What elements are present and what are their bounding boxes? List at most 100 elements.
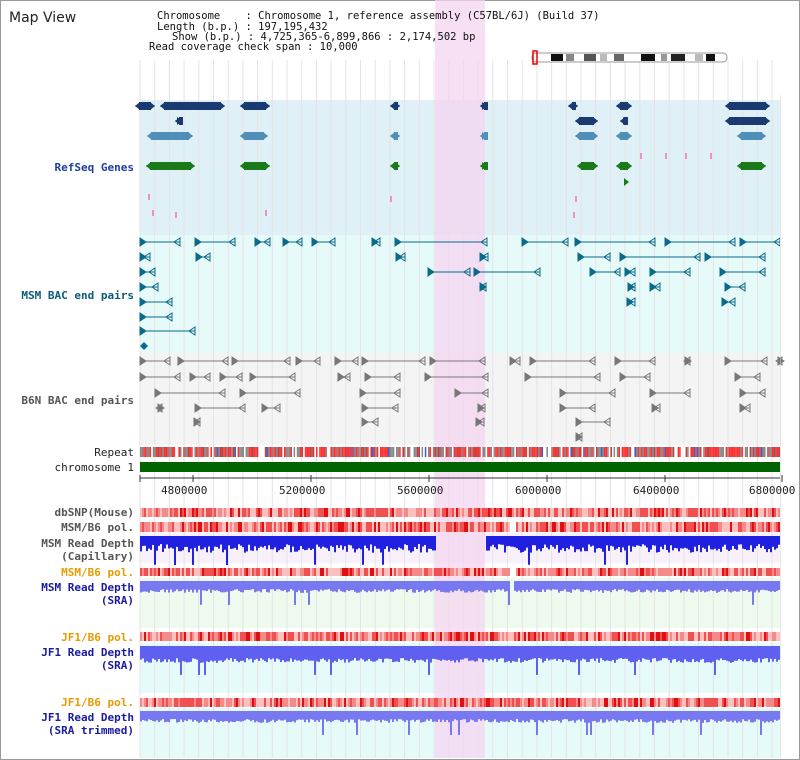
depth-bar [558,581,560,593]
depth-bar [360,536,362,550]
pol-band [214,508,216,517]
pol-band [310,632,312,641]
depth-bar [358,536,360,549]
repeat-mark [336,447,339,457]
pol-band [694,522,696,532]
depth-bar [240,646,242,661]
depth-bar [312,536,314,549]
pol-band [606,698,608,707]
repeat-mark [660,447,662,457]
depth-bar [242,646,244,661]
track-label-jf1-depth-sra[interactable]: JF1 Read Depth [41,646,134,659]
pol-band [344,568,346,576]
pol-band [700,698,702,707]
pol-band [288,632,290,641]
depth-bar [388,536,390,552]
pol-band [618,508,620,517]
pol-band [570,698,572,707]
depth-bar [526,711,528,722]
pol-band [598,632,600,641]
repeat-mark [234,447,236,457]
b6n-bac-pair [238,403,246,413]
repeat-mark [450,447,452,457]
track-label-msm-bac[interactable]: MSM BAC end pairs [21,289,134,302]
depth-bar [586,536,588,552]
pol-band [572,508,574,517]
repeat-mark [298,447,300,457]
msm-bac-pair [479,282,487,292]
depth-bar [422,711,424,723]
ideogram-band [566,54,574,61]
pol-band [178,698,180,707]
pol-band [692,698,694,707]
depth-bar [340,581,342,592]
track-label-refseq[interactable]: RefSeq Genes [54,161,134,174]
repeat-mark [544,447,547,457]
pol-band [448,522,450,532]
repeat-mark [178,447,180,457]
b6n-bac-pair [221,356,229,366]
pol-band [718,508,720,517]
pol-band [586,508,588,517]
pol-band [632,568,634,576]
pol-band [612,632,614,641]
track-label-jf1-b6-pol-1[interactable]: JF1/B6 pol. [61,631,134,644]
depth-bar [508,581,510,605]
track-label-dbsnp[interactable]: dbSNP(Mouse) [54,506,134,519]
pol-band [706,522,708,532]
depth-bar [602,711,604,723]
pol-band [392,568,394,576]
track-label-msm-depth-sra[interactable]: MSM Read Depth [41,581,134,594]
pol-band [728,522,730,532]
depth-bar [626,581,628,591]
pol-band [386,632,388,641]
refseq-gene [190,162,195,170]
pol-band [288,568,290,576]
track-label-jf1-b6-pol-2[interactable]: JF1/B6 pol. [61,696,134,709]
track-label-msm-b6-pol-1[interactable]: MSM/B6 pol. [61,521,134,534]
pol-band [360,568,362,576]
repeat-mark [472,447,475,457]
b6n-bac-pair [743,403,751,413]
b6n-bac-pair [189,372,197,382]
pol-band [160,568,162,576]
pol-band [366,508,368,517]
depth-bar [310,711,312,720]
depth-bar [504,646,506,663]
pol-band [346,632,348,641]
depth-bar [294,646,296,660]
repeat-mark [525,447,528,457]
pol-band [594,698,596,707]
depth-bar [374,581,376,590]
pol-band [702,522,704,532]
pol-band [362,632,364,641]
repeat-mark [466,447,468,457]
repeat-mark [704,447,707,457]
pol-band [214,698,216,707]
pol-band [546,508,548,517]
depth-bar [152,646,154,659]
depth-bar [328,646,330,660]
pol-band [230,568,232,576]
track-label-msm-depth-cap[interactable]: MSM Read Depth [41,537,134,550]
pol-band [218,698,220,707]
depth-bar [352,536,354,549]
pol-band [686,632,688,641]
depth-bar [144,536,146,546]
pol-band [660,522,662,532]
repeat-mark [416,447,419,457]
track-label-jf1-depth-trim[interactable]: JF1 Read Depth [41,711,134,724]
pol-band [494,508,496,517]
track-label-b6n-bac[interactable]: B6N BAC end pairs [21,394,134,407]
pol-band [550,522,552,532]
repeat-mark [399,447,401,457]
pol-band [402,632,404,641]
pol-band [332,568,334,576]
refseq-mark [685,153,687,159]
depth-bar [486,536,488,551]
pol-band [518,508,520,517]
pol-band [748,632,750,641]
depth-bar [640,536,642,547]
track-label-msm-b6-pol-2[interactable]: MSM/B6 pol. [61,566,134,579]
